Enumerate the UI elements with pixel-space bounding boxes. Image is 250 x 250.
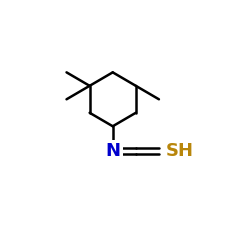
Text: N: N xyxy=(105,142,120,160)
Text: SH: SH xyxy=(166,142,194,160)
